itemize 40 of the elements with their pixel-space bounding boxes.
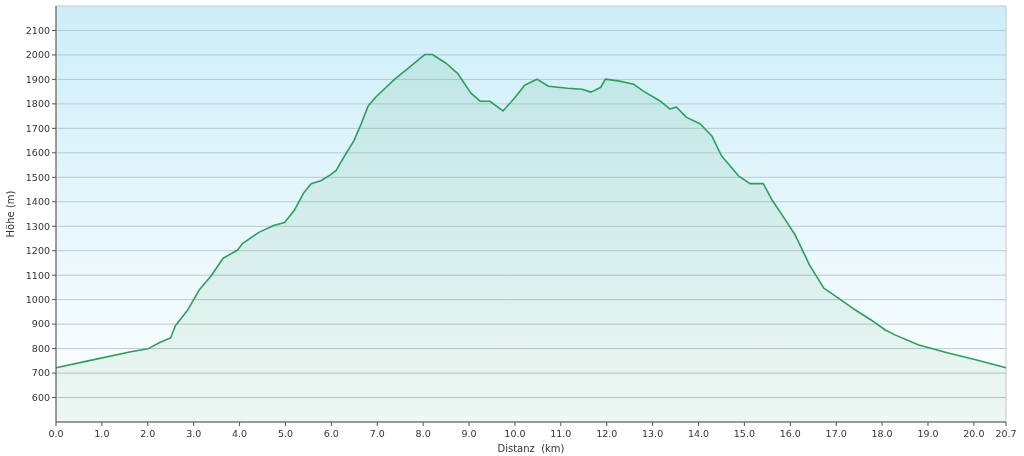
x-tick-label: 13.0 (642, 428, 664, 439)
y-tick-label: 2000 (25, 49, 50, 61)
x-tick-label: 14.0 (687, 428, 710, 439)
y-tick-label: 800 (31, 342, 50, 354)
x-tick-label: 6.0 (323, 428, 339, 439)
x-tick-label: 0.0 (48, 428, 64, 439)
y-tick-label: 1500 (25, 171, 50, 183)
x-tick-label: 1.0 (94, 428, 110, 439)
x-tick-label: 10.0 (504, 428, 526, 439)
x-tick-label: 3.0 (186, 428, 202, 439)
y-tick-label: 1800 (25, 98, 50, 110)
x-tick-label: 4.0 (232, 428, 248, 439)
x-tick-label: 17.0 (825, 428, 847, 439)
x-tick-label: 11.0 (550, 428, 572, 439)
x-tick-label: 18.0 (871, 428, 893, 439)
x-tick-label: 20.7 (995, 428, 1017, 439)
y-tick-label: 1600 (25, 147, 50, 159)
x-tick-label: 5.0 (277, 428, 294, 439)
x-tick-label: 8.0 (415, 428, 431, 439)
x-axis-title: Distanz (km) (497, 443, 565, 454)
y-tick-label: 1400 (25, 196, 50, 208)
y-tick-label: 900 (31, 318, 50, 330)
y-axis-title: Höhe (m) (5, 190, 16, 238)
x-tick-label: 15.0 (733, 428, 755, 439)
x-tick-label: 16.0 (779, 428, 801, 439)
y-tick-label: 700 (31, 367, 50, 379)
y-tick-label: 1700 (25, 122, 50, 134)
y-tick-label: 1300 (25, 220, 50, 232)
y-tick-label: 1200 (25, 245, 50, 257)
x-tick-label: 19.0 (917, 428, 939, 439)
y-tick-label: 1900 (25, 73, 50, 85)
x-tick-label: 9.0 (461, 428, 477, 439)
x-tick-label: 20.0 (963, 428, 985, 439)
x-tick-label: 2.0 (140, 428, 156, 439)
y-tick-label: 2100 (25, 24, 50, 36)
x-tick-label: 12.0 (596, 428, 618, 439)
y-tick-label: 1000 (25, 293, 50, 305)
y-tick-label: 1100 (25, 269, 50, 281)
x-tick-label: 7.0 (369, 428, 385, 439)
y-tick-label: 600 (31, 391, 50, 403)
